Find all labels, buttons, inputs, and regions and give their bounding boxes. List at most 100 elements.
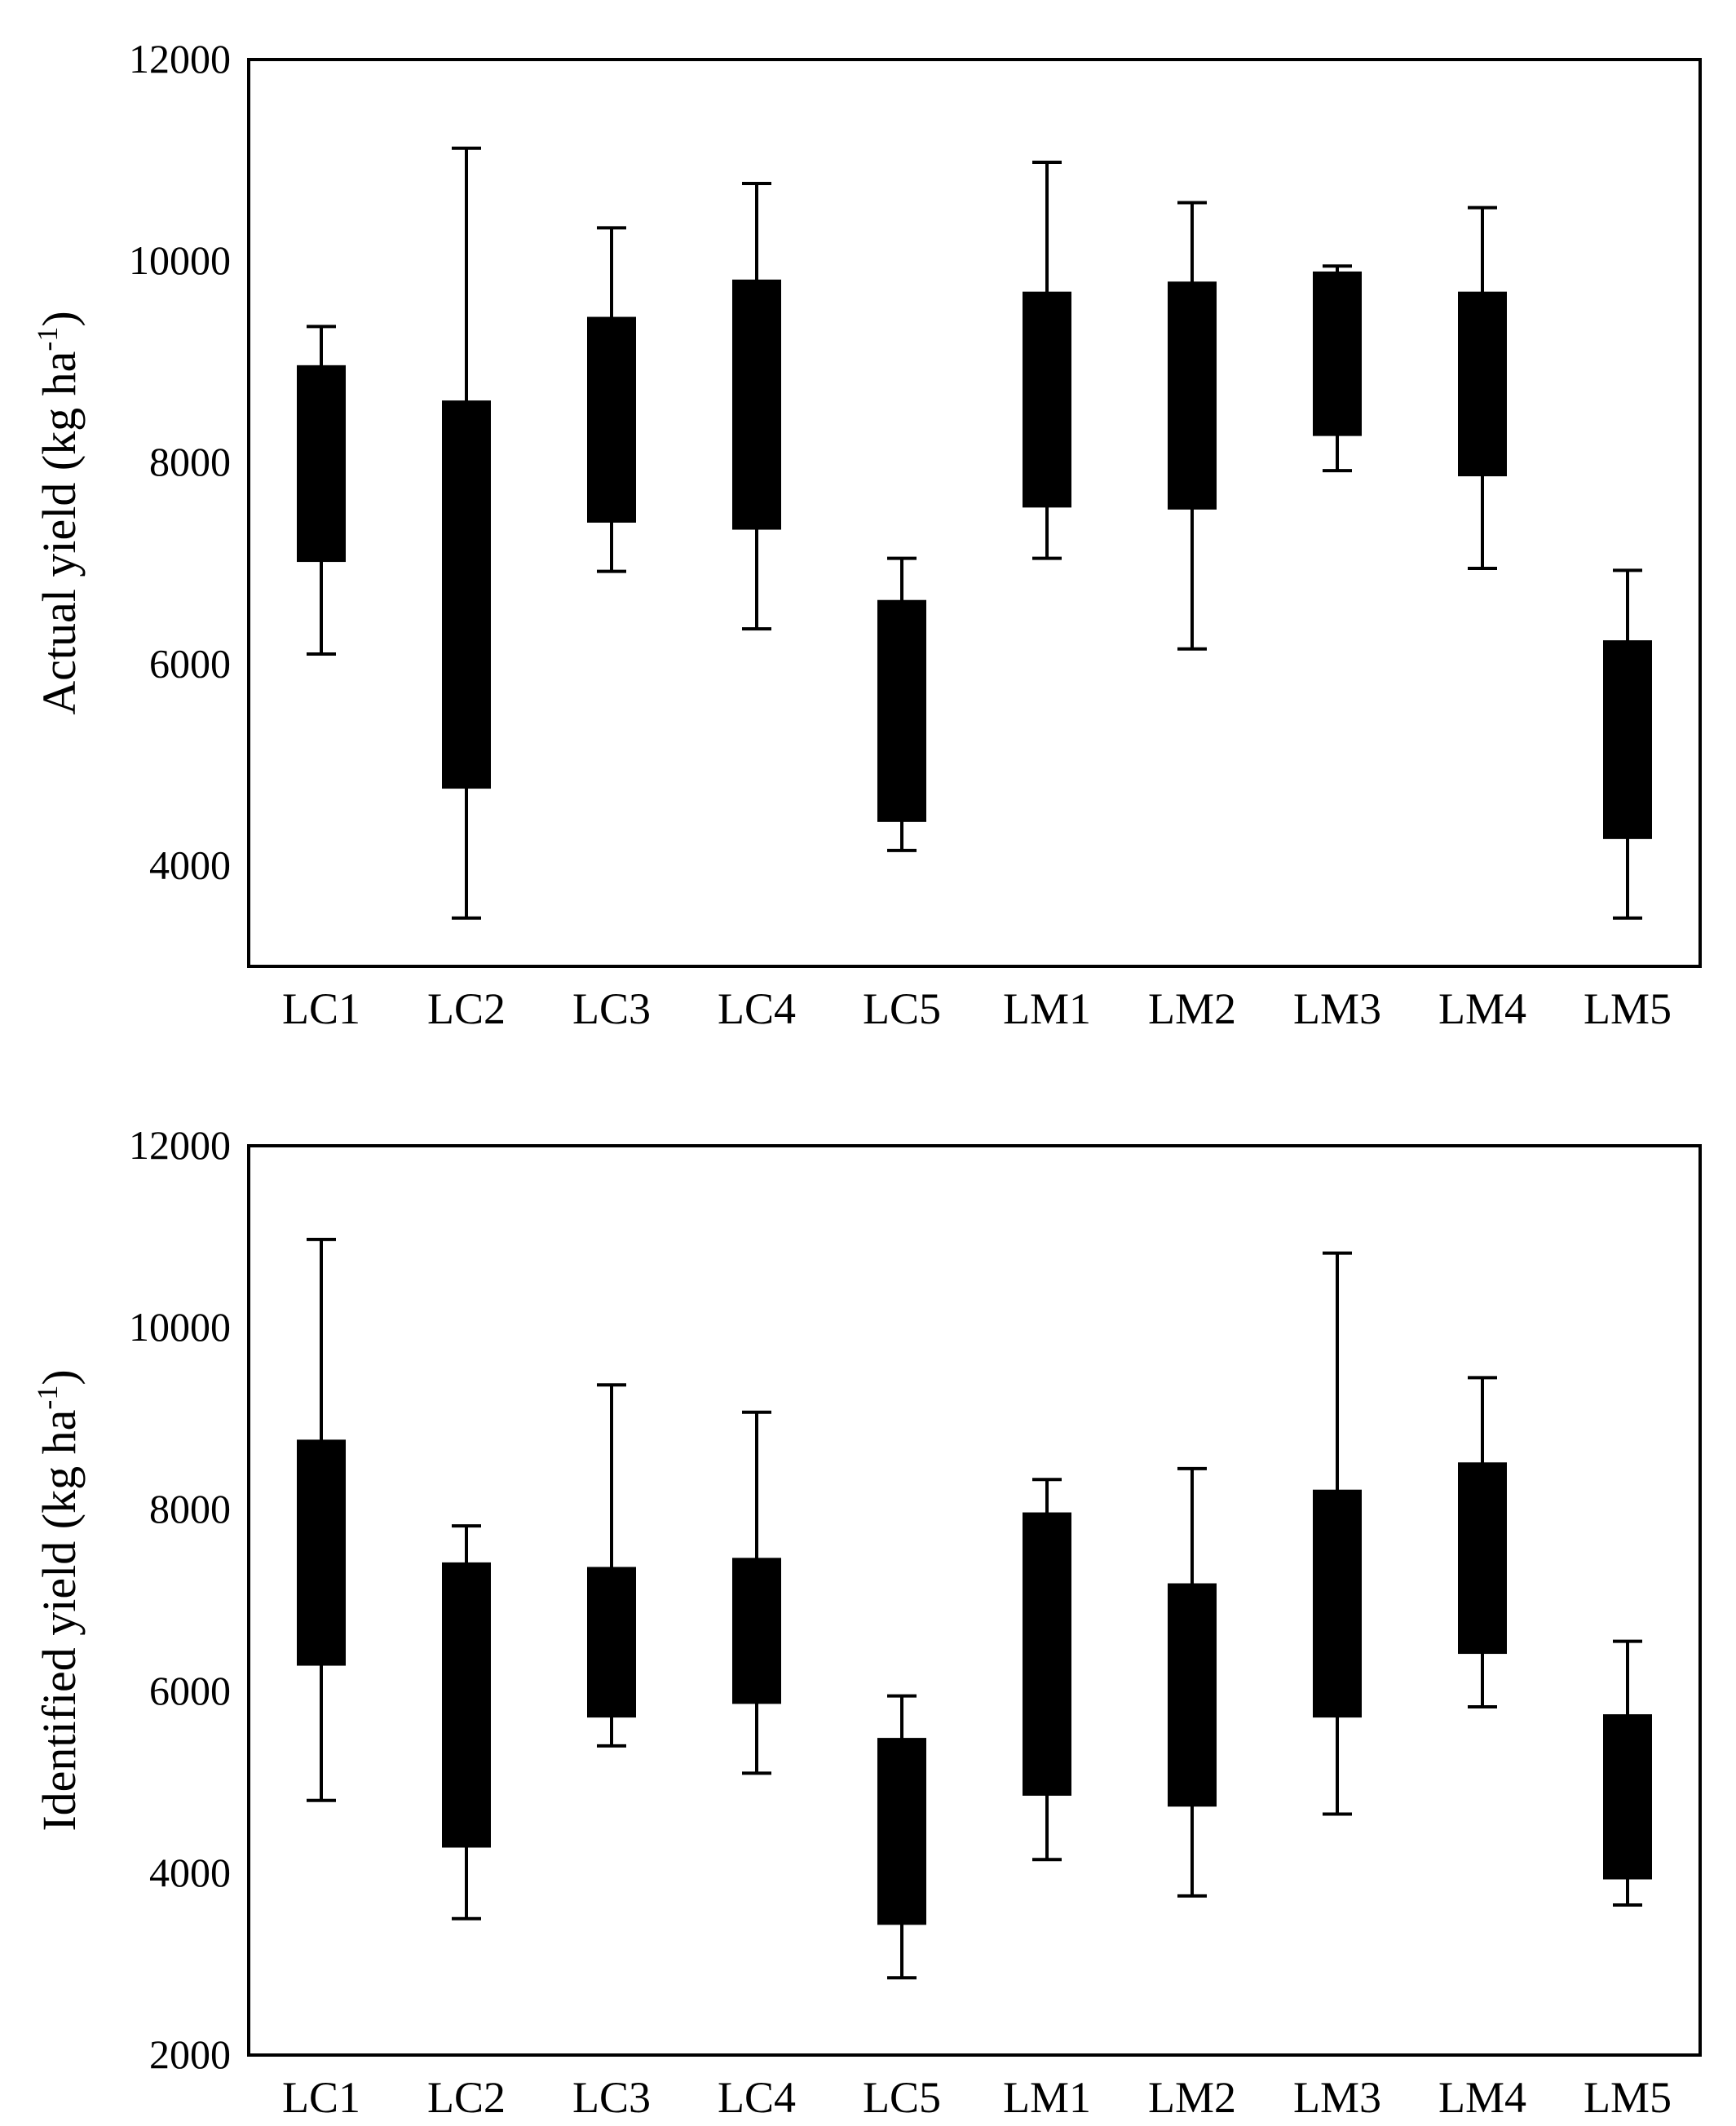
box-LM3 — [1313, 264, 1362, 473]
y-tick-label: 10000 — [129, 1304, 231, 1350]
box-LC1 — [297, 1237, 346, 1802]
y-tick-label: 12000 — [129, 1122, 231, 1168]
x-tick-label: LC3 — [572, 2073, 651, 2122]
mean-marker — [1041, 395, 1053, 407]
x-tick-label: LM4 — [1438, 984, 1526, 1033]
box-LC1 — [297, 325, 346, 656]
box-LC3 — [587, 226, 636, 573]
data-point — [1629, 1812, 1636, 1819]
mean-marker — [1622, 1797, 1633, 1810]
data-point — [895, 786, 902, 793]
y-tick-label: 6000 — [149, 640, 231, 686]
mean-marker — [461, 587, 472, 599]
x-tick-label: LC2 — [427, 984, 506, 1033]
box-LC2 — [442, 1524, 491, 1920]
data-point — [323, 1474, 329, 1481]
data-point — [1186, 1694, 1192, 1701]
data-point — [315, 1615, 321, 1622]
box-iqr — [297, 1439, 346, 1666]
data-point — [1331, 1638, 1337, 1645]
data-point — [1040, 452, 1047, 459]
box-iqr — [1458, 291, 1507, 477]
box-iqr — [1168, 1583, 1217, 1807]
box-LC5 — [877, 1694, 926, 1980]
box-iqr — [1603, 1714, 1652, 1880]
x-tick-label: LM3 — [1293, 984, 1381, 1033]
box-LM5 — [1603, 568, 1652, 920]
data-point — [1484, 1518, 1491, 1525]
x-tick-label: LC5 — [863, 984, 941, 1033]
data-point — [315, 461, 321, 468]
box-iqr — [442, 400, 491, 789]
mean-marker — [896, 706, 908, 718]
data-point — [758, 1570, 765, 1577]
y-axis-title-sup: -1 — [31, 1386, 64, 1410]
x-tick-label: LC3 — [572, 984, 651, 1033]
box-iqr — [1603, 640, 1652, 839]
mean-marker — [1477, 1545, 1488, 1557]
mean-marker — [1186, 1678, 1198, 1691]
mean-marker — [896, 1832, 908, 1845]
mean-marker — [316, 1536, 327, 1548]
box-iqr — [877, 1738, 926, 1925]
data-point — [1040, 1736, 1047, 1744]
box-LM2 — [1168, 1466, 1217, 1898]
y-tick-label: 8000 — [149, 439, 231, 484]
data-point — [903, 1797, 910, 1804]
box-iqr — [1313, 1489, 1362, 1718]
plot-frame — [247, 58, 1702, 968]
data-point — [468, 1683, 475, 1691]
data-point — [1629, 714, 1636, 721]
box-LM1 — [1023, 1478, 1071, 1862]
y-axis-title-sup: -1 — [31, 327, 64, 351]
data-point — [895, 1892, 902, 1899]
box-LM4 — [1458, 1376, 1507, 1708]
box-iqr — [1023, 1512, 1071, 1796]
data-point — [468, 650, 475, 657]
data-point — [1621, 1860, 1628, 1867]
data-point — [323, 406, 329, 413]
box-iqr — [732, 1558, 781, 1704]
data-point — [1194, 363, 1200, 370]
box-iqr — [1023, 291, 1071, 508]
data-point — [613, 1613, 620, 1620]
mean-marker — [751, 1599, 762, 1611]
mean-marker — [1332, 350, 1343, 362]
box-LM3 — [1313, 1251, 1362, 1816]
chart-panel-actual: 4000 6000 8000 10000 12000 Actual yield (kg h… — [31, 36, 1702, 1033]
plot-frame — [247, 1144, 1702, 2057]
x-tick-label: LC2 — [427, 2073, 506, 2122]
x-tick-label: LM5 — [1584, 2073, 1672, 2122]
y-tick-label: 4000 — [149, 1850, 231, 1895]
x-tick-label: LM2 — [1148, 984, 1236, 1033]
data-point — [750, 1606, 757, 1613]
box-iqr — [877, 599, 926, 822]
x-tick-label: LC5 — [863, 2073, 941, 2122]
x-tick-label: LC1 — [282, 2073, 360, 2122]
box-iqr — [1313, 271, 1362, 436]
y-tick-label: 2000 — [149, 2031, 231, 2077]
box-iqr — [297, 365, 346, 563]
y-tick-label: 4000 — [149, 842, 231, 887]
y-axis-title: Actual yield (kg ha-1) — [31, 311, 86, 714]
box-iqr — [587, 1567, 636, 1718]
box-LM4 — [1458, 206, 1507, 570]
y-axis-title-close: ) — [33, 1369, 86, 1385]
data-point — [1339, 275, 1345, 282]
data-point — [758, 376, 765, 383]
box-LC5 — [877, 556, 926, 852]
x-tick-label: LC1 — [282, 984, 360, 1033]
y-tick-label: 6000 — [149, 1668, 231, 1713]
mean-marker — [751, 399, 762, 411]
data-point — [750, 423, 757, 431]
data-point — [1484, 378, 1491, 386]
y-axis-title-main: Identified yield (kg ha — [33, 1410, 86, 1832]
data-point — [460, 1706, 466, 1713]
data-point — [1194, 1649, 1200, 1656]
data-point — [903, 645, 910, 652]
y-axis-title: Identified yield (kg ha-1) — [31, 1369, 86, 1831]
x-tick-label: LM1 — [1003, 984, 1091, 1033]
y-axis-title-close: ) — [33, 311, 86, 326]
box-LM2 — [1168, 201, 1217, 651]
